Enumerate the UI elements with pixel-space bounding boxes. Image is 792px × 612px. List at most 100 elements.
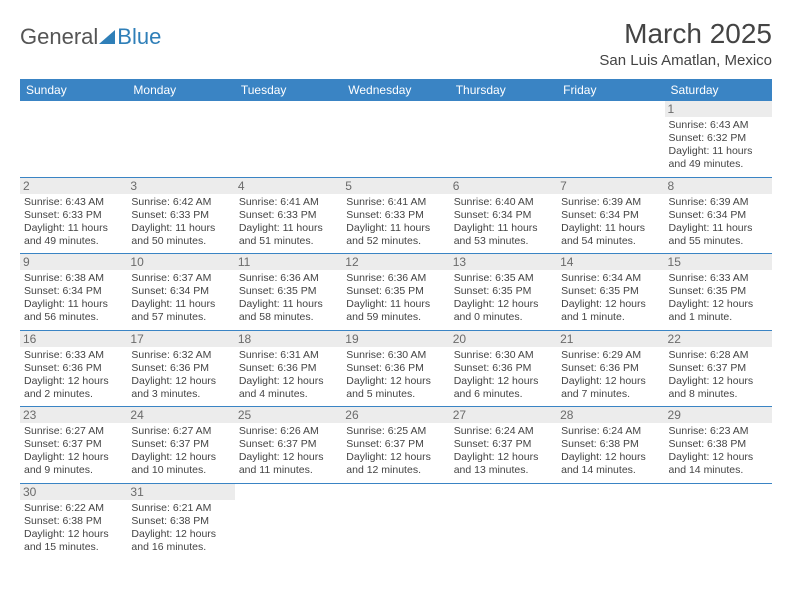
day-number: 1: [665, 101, 772, 117]
calendar-cell: [342, 101, 449, 177]
calendar-cell: 29 Sunrise: 6:23 AMSunset: 6:38 PMDayligh…: [665, 407, 772, 484]
calendar-table: Sunday Monday Tuesday Wednesday Thursday…: [20, 79, 772, 559]
calendar-cell: [450, 101, 557, 177]
day-info: Sunrise: 6:30 AMSunset: 6:36 PMDaylight:…: [454, 349, 553, 402]
calendar-cell: [450, 483, 557, 559]
calendar-week: 9 Sunrise: 6:38 AMSunset: 6:34 PMDaylight…: [20, 254, 772, 331]
calendar-cell: 23Sunrise: 6:27 AMSunset: 6:37 PMDayligh…: [20, 407, 127, 484]
calendar-cell: [235, 101, 342, 177]
brand-part2: Blue: [117, 24, 161, 50]
day-info: Sunrise: 6:35 AMSunset: 6:35 PMDaylight:…: [454, 272, 553, 325]
calendar-cell: 19 Sunrise: 6:30 AMSunset: 6:36 PMDayligh…: [342, 330, 449, 407]
brand-part1: General: [20, 24, 98, 50]
day-info: Sunrise: 6:34 AMSunset: 6:35 PMDaylight:…: [561, 272, 660, 325]
day-number: 4: [235, 178, 342, 194]
calendar-head: Sunday Monday Tuesday Wednesday Thursday…: [20, 79, 772, 101]
day-info: Sunrise: 6:26 AMSunset: 6:37 PMDaylight:…: [239, 425, 338, 478]
day-number: 22: [665, 331, 772, 347]
dayhead-friday: Friday: [557, 79, 664, 101]
day-number: 24: [127, 407, 234, 423]
calendar-cell: 25 Sunrise: 6:26 AMSunset: 6:37 PMDayligh…: [235, 407, 342, 484]
day-info: Sunrise: 6:27 AMSunset: 6:37 PMDaylight:…: [24, 425, 123, 478]
header: GeneralBlue March 2025 San Luis Amatlan,…: [20, 18, 772, 69]
day-number: 7: [557, 178, 664, 194]
dayhead-monday: Monday: [127, 79, 234, 101]
dayhead-saturday: Saturday: [665, 79, 772, 101]
day-info: Sunrise: 6:39 AMSunset: 6:34 PMDaylight:…: [561, 196, 660, 249]
day-info: Sunrise: 6:27 AMSunset: 6:37 PMDaylight:…: [131, 425, 230, 478]
brand-logo: General Blue: [20, 18, 161, 50]
day-number: 30: [20, 484, 127, 500]
day-info: Sunrise: 6:22 AMSunset: 6:38 PMDaylight:…: [24, 502, 123, 555]
day-number: 31: [127, 484, 234, 500]
dayhead-tuesday: Tuesday: [235, 79, 342, 101]
day-info: Sunrise: 6:38 AMSunset: 6:34 PMDaylight:…: [24, 272, 123, 325]
day-number: 5: [342, 178, 449, 194]
day-info: Sunrise: 6:24 AMSunset: 6:38 PMDaylight:…: [561, 425, 660, 478]
calendar-cell: 5 Sunrise: 6:41 AMSunset: 6:33 PMDaylight…: [342, 177, 449, 254]
calendar-week: 2 Sunrise: 6:43 AMSunset: 6:33 PMDaylight…: [20, 177, 772, 254]
calendar-cell: 21Sunrise: 6:29 AMSunset: 6:36 PMDayligh…: [557, 330, 664, 407]
calendar-cell: 14 Sunrise: 6:34 AMSunset: 6:35 PMDayligh…: [557, 254, 664, 331]
day-number: 11: [235, 254, 342, 270]
day-info: Sunrise: 6:43 AMSunset: 6:33 PMDaylight:…: [24, 196, 123, 249]
day-info: Sunrise: 6:23 AMSunset: 6:38 PMDaylight:…: [669, 425, 768, 478]
day-number: 29: [665, 407, 772, 423]
calendar-cell: 8Sunrise: 6:39 AMSunset: 6:34 PMDaylight…: [665, 177, 772, 254]
day-info: Sunrise: 6:31 AMSunset: 6:36 PMDaylight:…: [239, 349, 338, 402]
calendar-cell: [342, 483, 449, 559]
day-info: Sunrise: 6:41 AMSunset: 6:33 PMDaylight:…: [346, 196, 445, 249]
day-number: 20: [450, 331, 557, 347]
calendar-cell: 17 Sunrise: 6:32 AMSunset: 6:36 PMDayligh…: [127, 330, 234, 407]
day-info: Sunrise: 6:24 AMSunset: 6:37 PMDaylight:…: [454, 425, 553, 478]
calendar-cell: 30 Sunrise: 6:22 AMSunset: 6:38 PMDayligh…: [20, 483, 127, 559]
day-info: Sunrise: 6:32 AMSunset: 6:36 PMDaylight:…: [131, 349, 230, 402]
calendar-body: 1 Sunrise: 6:43 AMSunset: 6:32 PMDaylight…: [20, 101, 772, 559]
day-number: 28: [557, 407, 664, 423]
calendar-cell: 7 Sunrise: 6:39 AMSunset: 6:34 PMDaylight…: [557, 177, 664, 254]
day-info: Sunrise: 6:36 AMSunset: 6:35 PMDaylight:…: [239, 272, 338, 325]
sail-icon: [99, 30, 115, 44]
day-info: Sunrise: 6:28 AMSunset: 6:37 PMDaylight:…: [669, 349, 768, 402]
day-number: 13: [450, 254, 557, 270]
calendar-cell: [557, 483, 664, 559]
calendar-cell: 4 Sunrise: 6:41 AMSunset: 6:33 PMDaylight…: [235, 177, 342, 254]
day-number: 25: [235, 407, 342, 423]
calendar-cell: 28 Sunrise: 6:24 AMSunset: 6:38 PMDayligh…: [557, 407, 664, 484]
day-info: Sunrise: 6:33 AMSunset: 6:36 PMDaylight:…: [24, 349, 123, 402]
day-number: 9: [20, 254, 127, 270]
day-info: Sunrise: 6:21 AMSunset: 6:38 PMDaylight:…: [131, 502, 230, 555]
day-number: 26: [342, 407, 449, 423]
day-number: 3: [127, 178, 234, 194]
calendar-cell: 10Sunrise: 6:37 AMSunset: 6:34 PMDayligh…: [127, 254, 234, 331]
day-info: Sunrise: 6:43 AMSunset: 6:32 PMDaylight:…: [669, 119, 768, 172]
day-info: Sunrise: 6:40 AMSunset: 6:34 PMDaylight:…: [454, 196, 553, 249]
day-number: 21: [557, 331, 664, 347]
calendar-cell: 9 Sunrise: 6:38 AMSunset: 6:34 PMDaylight…: [20, 254, 127, 331]
calendar-cell: 6Sunrise: 6:40 AMSunset: 6:34 PMDaylight…: [450, 177, 557, 254]
day-number: 27: [450, 407, 557, 423]
day-info: Sunrise: 6:37 AMSunset: 6:34 PMDaylight:…: [131, 272, 230, 325]
calendar-cell: [20, 101, 127, 177]
day-info: Sunrise: 6:36 AMSunset: 6:35 PMDaylight:…: [346, 272, 445, 325]
calendar-cell: 1 Sunrise: 6:43 AMSunset: 6:32 PMDaylight…: [665, 101, 772, 177]
calendar-week: 16Sunrise: 6:33 AMSunset: 6:36 PMDayligh…: [20, 330, 772, 407]
day-number: 17: [127, 331, 234, 347]
day-info: Sunrise: 6:30 AMSunset: 6:36 PMDaylight:…: [346, 349, 445, 402]
calendar-cell: [557, 101, 664, 177]
day-number: 2: [20, 178, 127, 194]
day-number: 19: [342, 331, 449, 347]
calendar-cell: 26 Sunrise: 6:25 AMSunset: 6:37 PMDayligh…: [342, 407, 449, 484]
day-info: Sunrise: 6:25 AMSunset: 6:37 PMDaylight:…: [346, 425, 445, 478]
day-number: 14: [557, 254, 664, 270]
dayhead-thursday: Thursday: [450, 79, 557, 101]
day-info: Sunrise: 6:39 AMSunset: 6:34 PMDaylight:…: [669, 196, 768, 249]
day-info: Sunrise: 6:41 AMSunset: 6:33 PMDaylight:…: [239, 196, 338, 249]
calendar-cell: 12Sunrise: 6:36 AMSunset: 6:35 PMDayligh…: [342, 254, 449, 331]
calendar-cell: 18Sunrise: 6:31 AMSunset: 6:36 PMDayligh…: [235, 330, 342, 407]
day-info: Sunrise: 6:42 AMSunset: 6:33 PMDaylight:…: [131, 196, 230, 249]
calendar-cell: 27 Sunrise: 6:24 AMSunset: 6:37 PMDayligh…: [450, 407, 557, 484]
calendar-cell: 24 Sunrise: 6:27 AMSunset: 6:37 PMDayligh…: [127, 407, 234, 484]
calendar-cell: 11 Sunrise: 6:36 AMSunset: 6:35 PMDayligh…: [235, 254, 342, 331]
calendar-cell: 20 Sunrise: 6:30 AMSunset: 6:36 PMDayligh…: [450, 330, 557, 407]
